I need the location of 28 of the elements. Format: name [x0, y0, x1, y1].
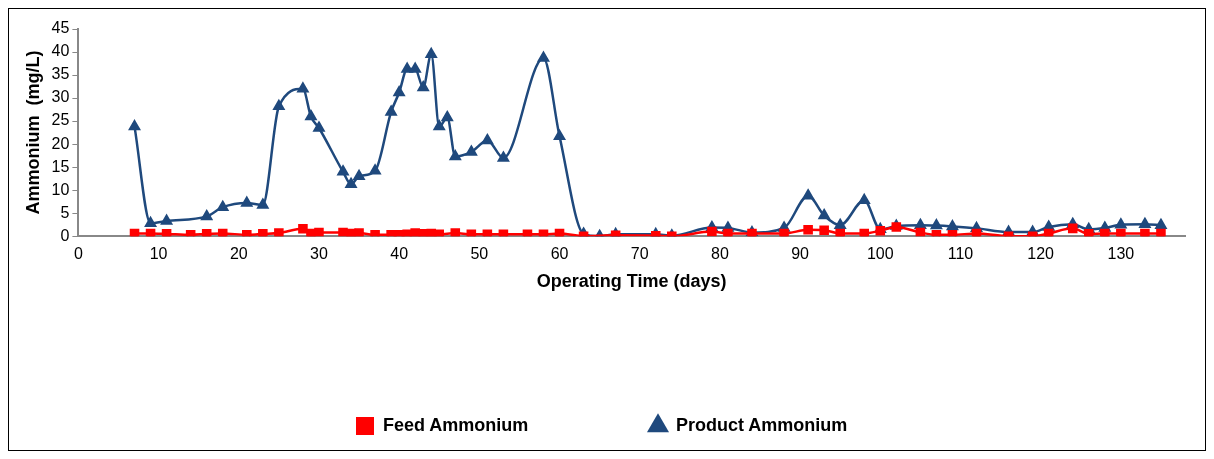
- x-tick-label: 80: [711, 245, 729, 263]
- x-tick-label: 100: [866, 245, 894, 263]
- legend-label: Feed Ammonium: [382, 414, 529, 435]
- x-tick-label: 60: [550, 245, 569, 263]
- legend-label: Product Ammonium: [676, 414, 848, 435]
- x-tick-label: 110: [947, 245, 974, 263]
- y-tick-label: 15: [51, 157, 70, 175]
- y-tick-label: 30: [51, 88, 70, 106]
- y-tick-label: 35: [51, 65, 70, 83]
- x-tick-label: 130: [1107, 245, 1135, 263]
- x-tick-label: 20: [229, 245, 248, 263]
- y-tick-label: 20: [51, 134, 70, 152]
- x-tick-label: 90: [791, 245, 810, 263]
- x-tick-label: 10: [149, 245, 168, 263]
- x-tick-label: 70: [630, 245, 649, 263]
- y-tick-label: 45: [51, 19, 70, 37]
- y-tick-label: 25: [51, 111, 70, 129]
- y-tick-label: 40: [51, 42, 70, 60]
- y-tick-label: 5: [60, 203, 70, 221]
- y-tick-label: 0: [60, 226, 70, 244]
- y-axis-title: Ammonium (mg/L): [22, 50, 43, 215]
- x-axis-title: Operating Time (days): [536, 271, 727, 292]
- x-tick-label: 0: [73, 245, 83, 263]
- x-tick-label: 30: [310, 245, 328, 263]
- x-tick-label: 40: [390, 245, 409, 263]
- x-tick-label: 120: [1027, 245, 1055, 263]
- x-tick-label: 50: [470, 245, 489, 263]
- y-tick-label: 10: [51, 180, 70, 198]
